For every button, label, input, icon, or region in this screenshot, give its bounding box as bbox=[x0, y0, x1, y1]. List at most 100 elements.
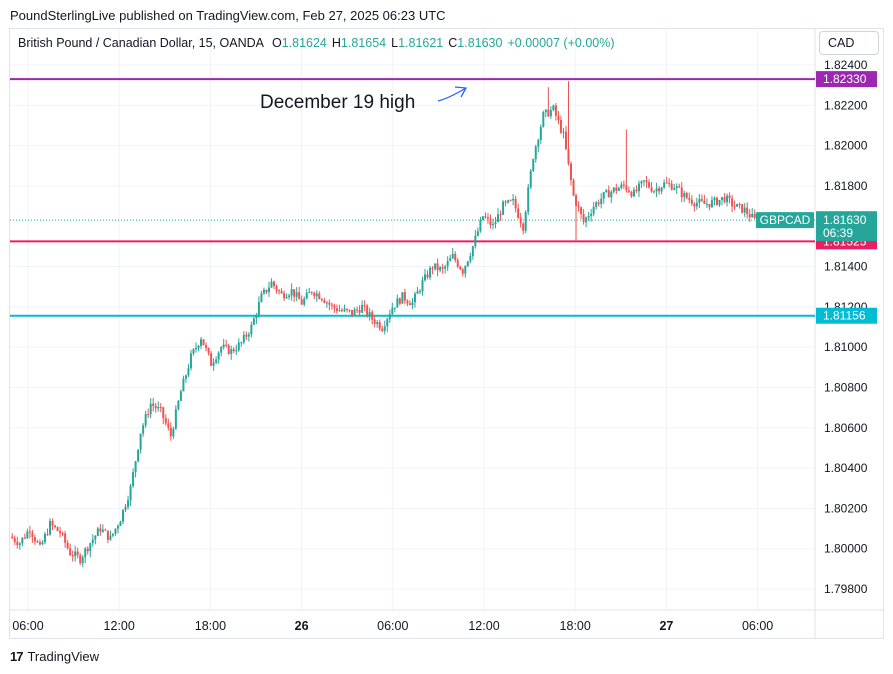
candle-body bbox=[318, 293, 321, 299]
candle-body bbox=[212, 362, 215, 366]
candle-body bbox=[273, 281, 276, 287]
candle-body bbox=[683, 193, 686, 198]
candle-body bbox=[139, 433, 142, 450]
candle-body bbox=[610, 191, 613, 198]
candle-body bbox=[157, 407, 160, 409]
candle-body bbox=[753, 213, 756, 218]
candle-body bbox=[174, 409, 177, 429]
candle-body bbox=[416, 291, 419, 294]
candle-body bbox=[449, 258, 452, 262]
candle-body bbox=[386, 319, 389, 327]
candle-body bbox=[200, 339, 203, 346]
candle-body bbox=[189, 353, 192, 369]
candle-body bbox=[320, 298, 323, 300]
candle-body bbox=[89, 543, 92, 552]
candle-body bbox=[278, 290, 281, 292]
candle-body bbox=[441, 267, 444, 269]
y-tick-label: 1.81800 bbox=[824, 179, 868, 193]
candle-body bbox=[280, 291, 283, 294]
x-tick-label: 12:00 bbox=[104, 619, 135, 633]
candle-body bbox=[267, 287, 270, 293]
candle-body bbox=[378, 322, 381, 329]
candle-body bbox=[728, 195, 731, 199]
candle-body bbox=[469, 256, 472, 262]
candle-body bbox=[217, 352, 220, 360]
candle-body bbox=[705, 203, 708, 205]
candle-body bbox=[330, 304, 333, 306]
y-tick-label: 1.80200 bbox=[824, 501, 868, 515]
candle-body bbox=[104, 529, 107, 531]
candle-body bbox=[179, 391, 182, 401]
candle-body bbox=[406, 300, 409, 304]
candle-body bbox=[215, 359, 218, 363]
candle-body bbox=[220, 347, 223, 353]
candle-body bbox=[605, 190, 608, 193]
candle-body bbox=[524, 212, 527, 231]
candle-body bbox=[376, 322, 379, 324]
x-tick-label: 18:00 bbox=[560, 619, 591, 633]
candle-body bbox=[114, 528, 117, 534]
symbol-legend: British Pound / Canadian Dollar, 15, OAN… bbox=[18, 36, 620, 50]
candles bbox=[11, 81, 756, 568]
low-value: 1.81621 bbox=[398, 36, 444, 50]
candle-body bbox=[252, 318, 255, 325]
candle-body bbox=[59, 531, 62, 534]
candle-body bbox=[637, 183, 640, 192]
candle-body bbox=[444, 266, 447, 269]
candle-body bbox=[162, 407, 165, 419]
candle-body bbox=[222, 344, 225, 348]
close-value: 1.81630 bbox=[457, 36, 503, 50]
candle-body bbox=[323, 299, 326, 303]
candle-body bbox=[303, 298, 306, 305]
candle-body bbox=[232, 349, 235, 352]
candle-body bbox=[16, 541, 19, 545]
candle-body bbox=[685, 193, 688, 198]
candle-body bbox=[401, 292, 404, 304]
candle-body bbox=[421, 280, 424, 292]
candle-body bbox=[101, 529, 104, 532]
candle-body bbox=[723, 197, 726, 203]
candle-body bbox=[13, 538, 16, 542]
horizontal-levels bbox=[10, 78, 815, 317]
candle-body bbox=[635, 189, 638, 192]
candle-body bbox=[690, 199, 693, 204]
candle-body bbox=[96, 528, 99, 536]
candle-body bbox=[718, 199, 721, 205]
candle-body bbox=[313, 293, 316, 297]
candle-body bbox=[408, 303, 411, 305]
candle-body bbox=[582, 213, 585, 223]
candle-body bbox=[575, 195, 578, 206]
candle-body bbox=[708, 203, 711, 207]
candle-body bbox=[91, 539, 94, 544]
candle-body bbox=[361, 305, 364, 313]
candle-body bbox=[305, 292, 308, 299]
candle-body bbox=[38, 542, 41, 545]
grid bbox=[10, 29, 884, 639]
annotation-arrowhead bbox=[454, 86, 468, 98]
candle-body bbox=[396, 298, 399, 308]
candle-body bbox=[338, 310, 341, 312]
candle-body bbox=[418, 291, 421, 293]
candle-body bbox=[159, 407, 162, 409]
candle-body bbox=[245, 334, 248, 337]
x-tick-label: 18:00 bbox=[195, 619, 226, 633]
currency-selector[interactable]: CAD bbox=[819, 31, 879, 55]
candle-body bbox=[11, 536, 14, 539]
candle-body bbox=[721, 197, 724, 200]
candle-body bbox=[522, 223, 525, 231]
candle-body bbox=[335, 308, 338, 312]
candle-body bbox=[81, 557, 84, 564]
candle-body bbox=[122, 509, 125, 522]
candle-body bbox=[527, 187, 530, 213]
candle-body bbox=[358, 309, 361, 313]
candle-body bbox=[491, 223, 494, 226]
candle-body bbox=[620, 184, 623, 189]
candle-body bbox=[240, 342, 243, 344]
candle-body bbox=[116, 525, 119, 529]
candle-body bbox=[86, 548, 89, 552]
candle-body bbox=[713, 197, 716, 201]
candle-body bbox=[484, 216, 487, 218]
level-badge-label: 1.82330 bbox=[823, 72, 867, 86]
candle-body bbox=[738, 203, 741, 205]
